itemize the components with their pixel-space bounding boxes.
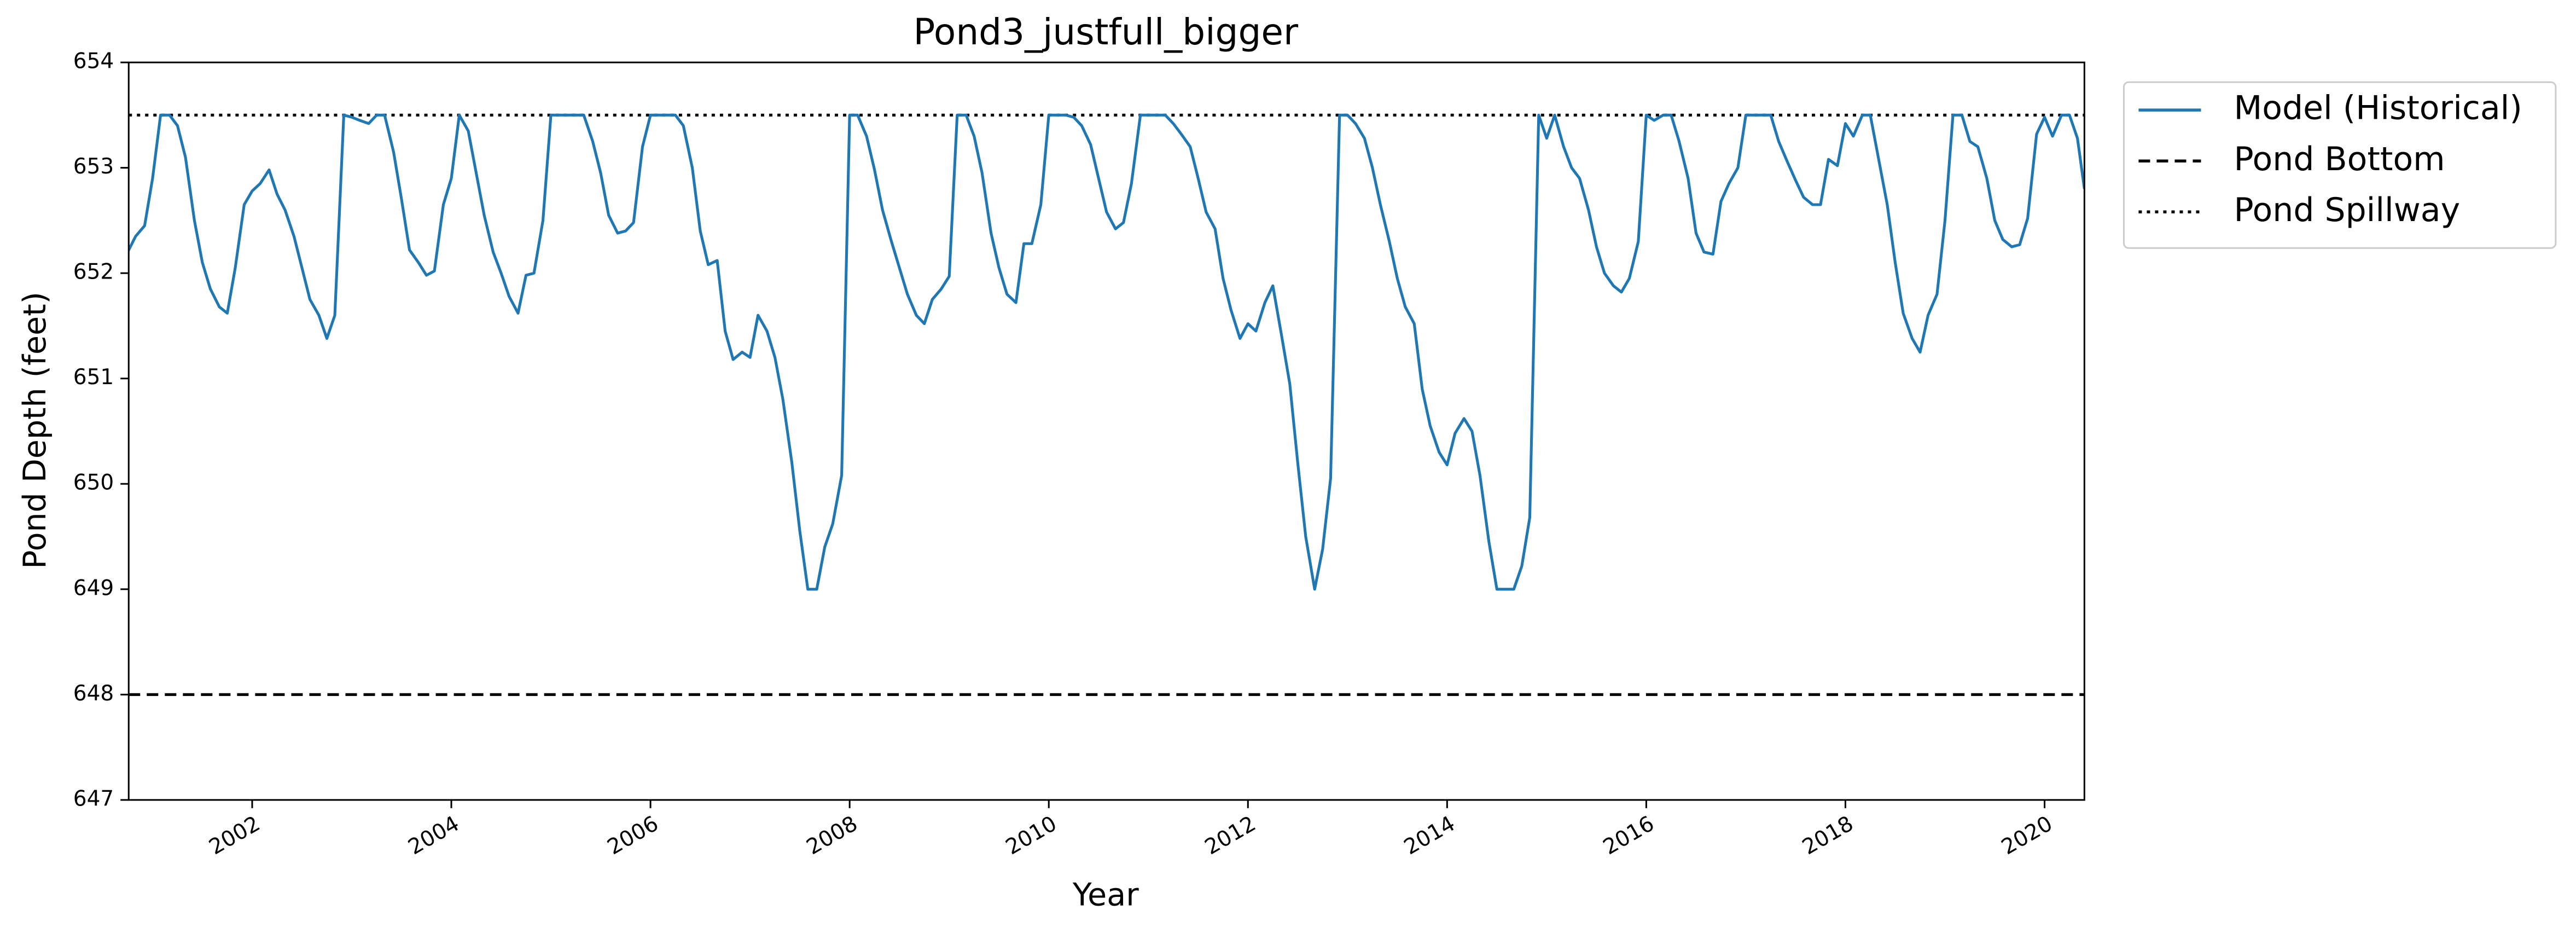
y-tick-label: 653 [73,154,114,179]
y-tick-label: 649 [73,576,114,600]
legend-label: Pond Spillway [2234,191,2461,229]
y-tick-label: 654 [73,49,114,74]
y-axis-label: Pond Depth (feet) [17,292,53,569]
y-tick-label: 652 [73,260,114,285]
chart-title: Pond3_justfull_bigger [913,11,1298,53]
x-axis-label: Year [1072,877,1139,913]
y-tick-label: 651 [73,365,114,390]
y-tick-label: 648 [73,681,114,706]
y-tick-label: 647 [73,786,114,811]
data-line [129,113,2085,591]
legend-label: Pond Bottom [2234,140,2445,178]
y-tick-label: 650 [73,471,114,495]
legend-label: Model (Historical) [2234,89,2522,128]
plot-frame [127,61,2085,801]
legend-box [2123,81,2557,249]
